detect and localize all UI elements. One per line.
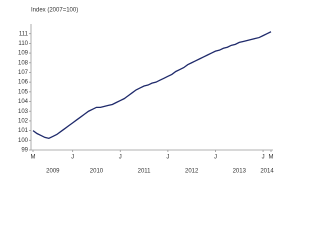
year-label: 2009	[46, 169, 60, 175]
x-tick-label: M	[269, 155, 274, 161]
y-tick-label: 103	[18, 109, 29, 115]
y-tick-label: 104	[18, 99, 29, 105]
x-tick-label: J	[214, 155, 217, 161]
y-tick-label: 106	[18, 80, 29, 86]
year-label: 2014	[260, 169, 274, 175]
year-label: 2012	[185, 169, 199, 175]
x-tick-label: J	[71, 155, 74, 161]
y-tick-label: 108	[18, 60, 29, 66]
y-tick-label: 111	[19, 31, 29, 37]
y-tick-label: 109	[18, 51, 29, 57]
y-tick-label: 101	[18, 128, 29, 134]
year-label: 2010	[90, 169, 104, 175]
y-axis-title: Index (2007=100)	[31, 8, 78, 14]
year-label: 2011	[138, 169, 152, 175]
page: Index (2007=100) 99 100 101 102 103 104 105 106…	[17, 7, 275, 175]
y-tick-label: 105	[18, 89, 29, 95]
x-tick-label: M	[31, 155, 36, 161]
y-tick-label: 102	[18, 119, 29, 125]
y-tick-label: 107	[18, 70, 29, 76]
data-line	[32, 31, 272, 140]
chart: Index (2007=100) 99 100 101 102 103 104 105 106…	[18, 8, 274, 175]
y-tick-label: 100	[18, 138, 29, 144]
x-tick-label: J	[166, 155, 169, 161]
y-tick-label: 99	[21, 148, 28, 154]
x-tick-label: J	[119, 155, 122, 161]
year-label: 2013	[233, 169, 247, 175]
x-tick-label: J	[262, 155, 265, 161]
y-tick-label: 110	[18, 41, 28, 47]
